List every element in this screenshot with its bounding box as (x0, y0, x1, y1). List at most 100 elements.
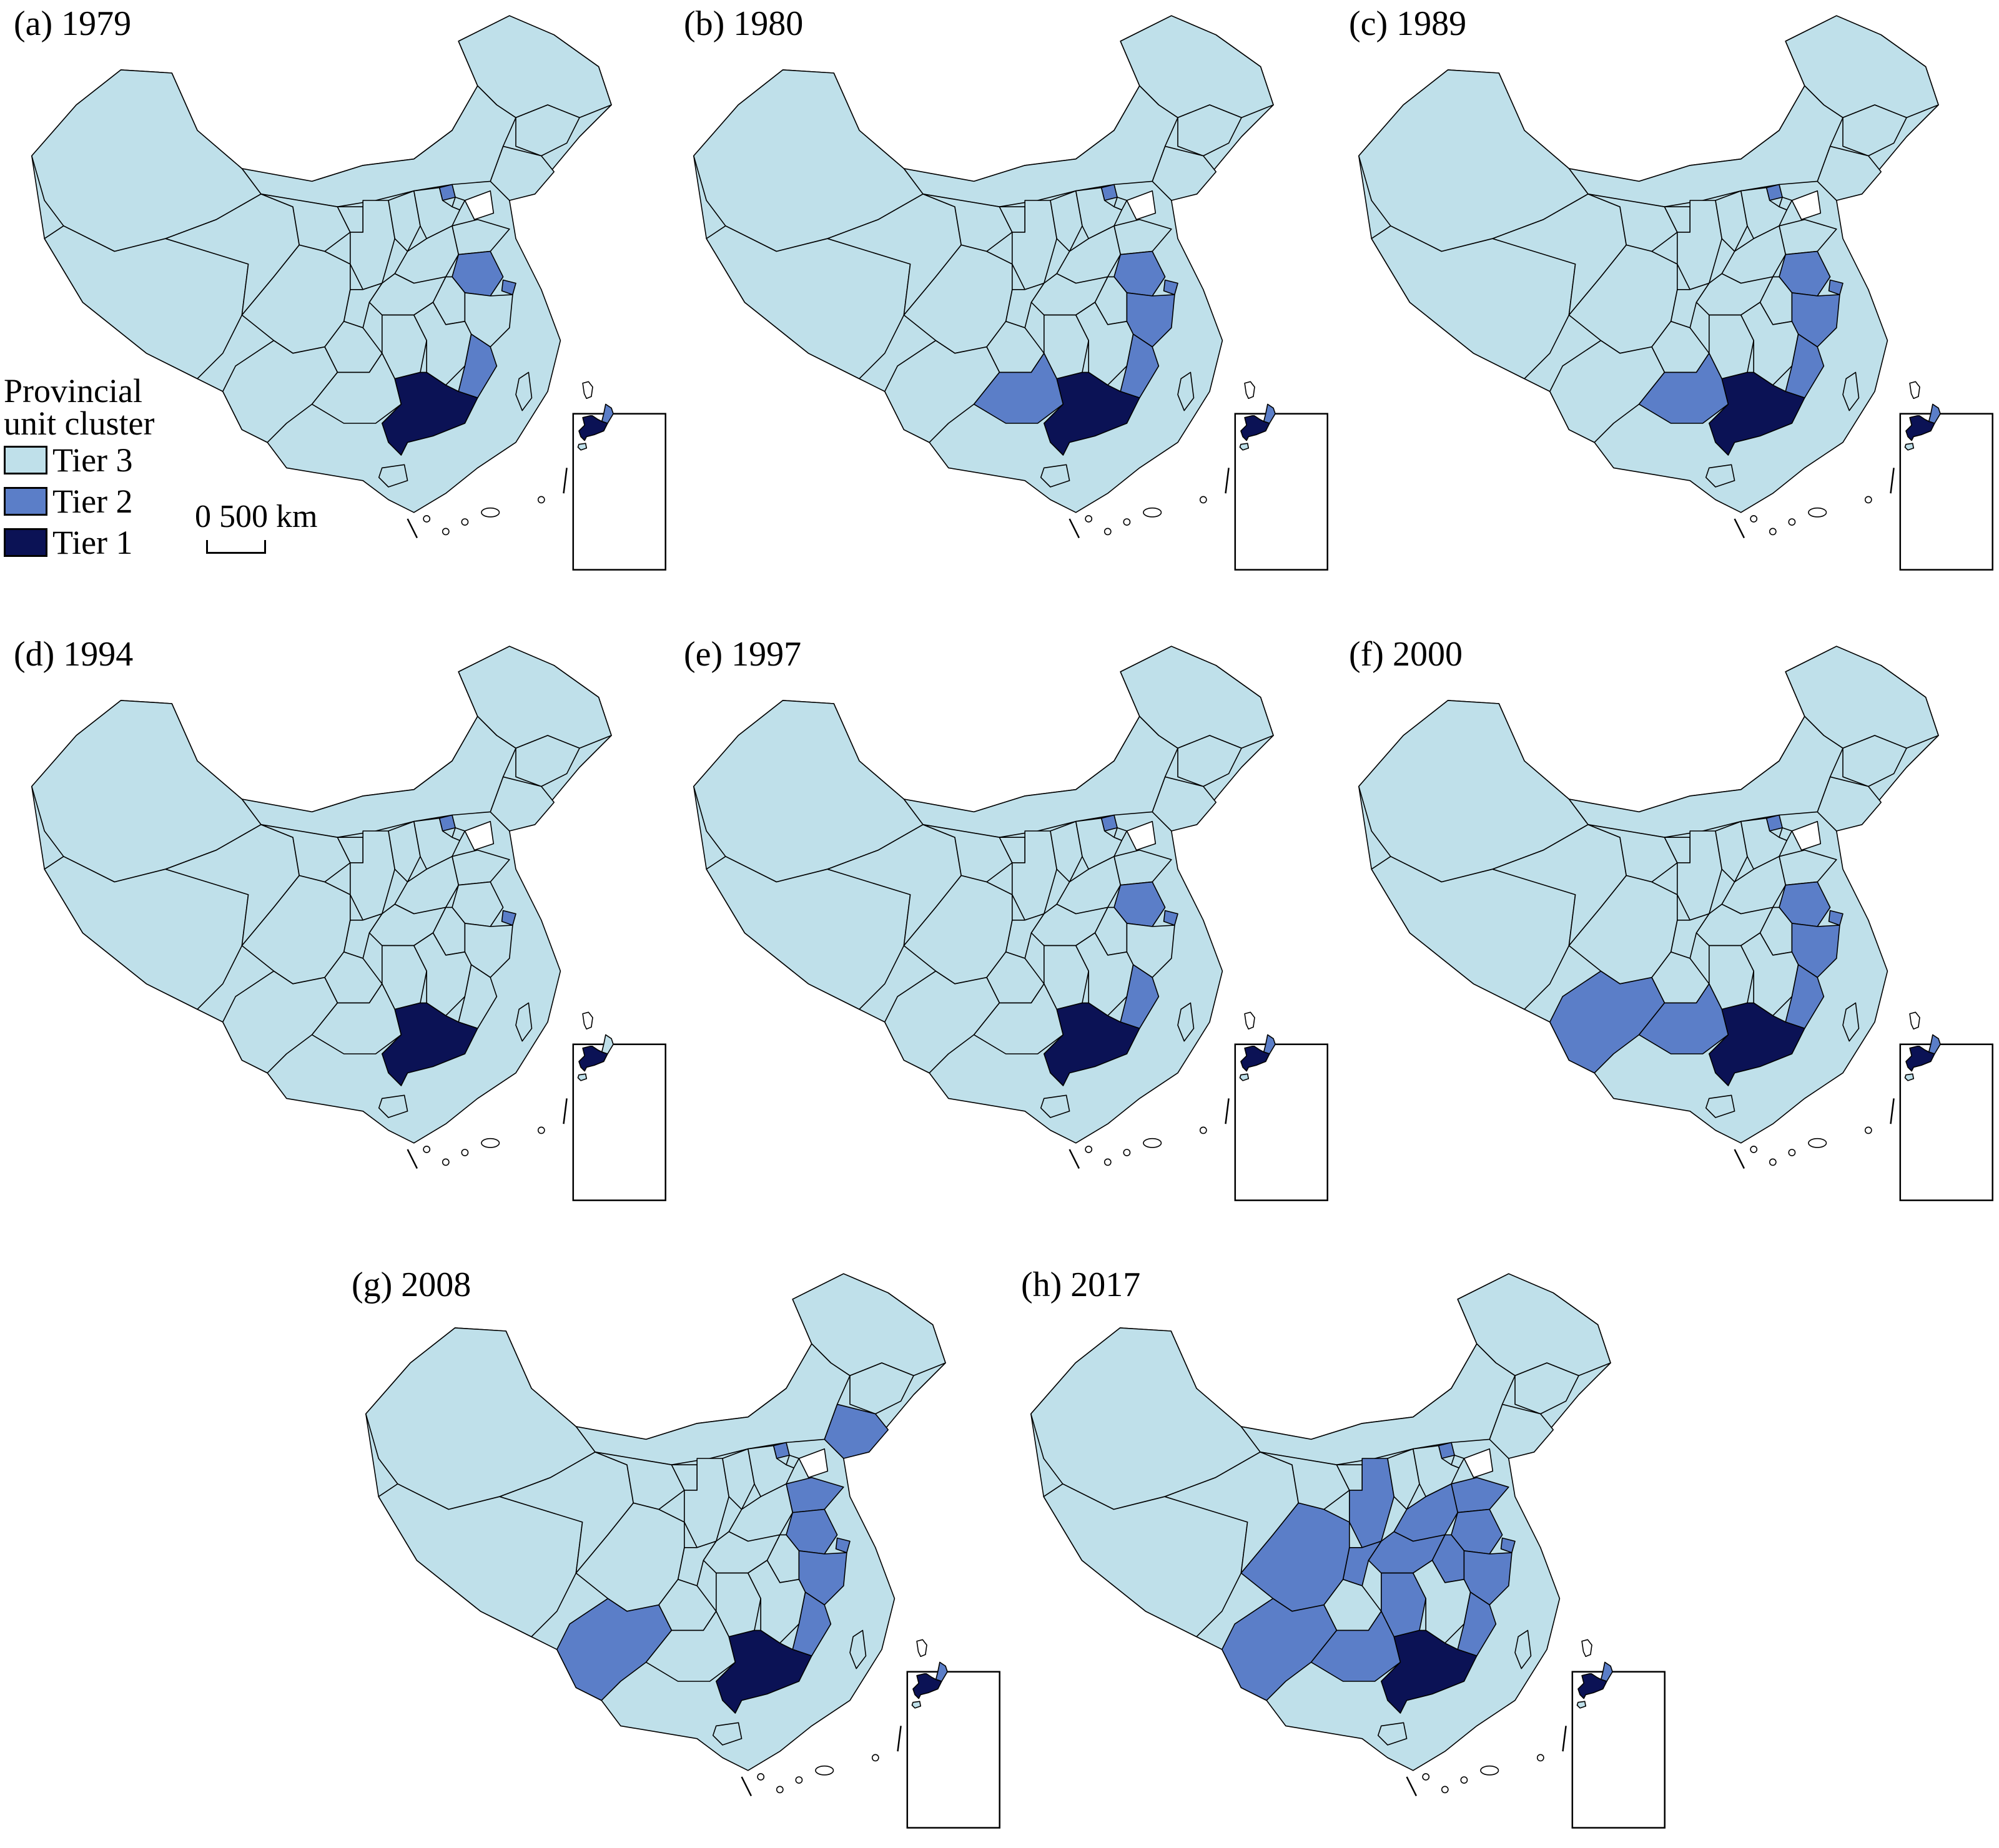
inset-guangdong (1905, 415, 1935, 441)
province-shanxi (1050, 190, 1083, 252)
province-jiangxi (413, 302, 472, 386)
province-gansu (922, 823, 1013, 883)
inset-hainan (1239, 443, 1250, 451)
island-mark (1808, 1138, 1827, 1148)
map-panel-c (1358, 15, 1993, 571)
inset-islands (1244, 381, 1255, 400)
island-mark (1460, 1776, 1468, 1784)
province-shanxi (388, 190, 421, 252)
inset-fujian (935, 1661, 948, 1682)
province-guangdong (381, 1002, 478, 1086)
province-shanxi (388, 820, 421, 883)
province-shanxi (1050, 820, 1083, 883)
province-shanxi (1387, 1448, 1420, 1510)
province-jilin (1177, 735, 1242, 787)
panel-title-g: (g) 2008 (352, 1266, 471, 1304)
province-hainan (1040, 464, 1070, 488)
inset-guangdong (578, 415, 608, 441)
boundary-dash (1734, 1149, 1745, 1169)
inset-frame (572, 413, 666, 571)
boundary-dash (897, 1726, 902, 1752)
province-hainan (378, 464, 408, 488)
province-yunnan (884, 970, 1000, 1074)
island-mark (757, 1773, 765, 1781)
island-mark (1199, 496, 1207, 504)
province-bohai (1791, 820, 1822, 851)
boundary-dash (1225, 468, 1230, 494)
province-gansu (922, 193, 1013, 252)
province-jilin (515, 104, 580, 157)
inset-guangdong (1240, 415, 1270, 441)
province-guangdong (381, 371, 478, 456)
province-gansu (260, 193, 351, 252)
island-mark (1085, 515, 1093, 523)
province-hainan (1705, 464, 1735, 488)
panel-title-f: (f) 2000 (1349, 635, 1463, 674)
province-jilin (849, 1362, 914, 1415)
legend-item-tier1: Tier 1 (4, 522, 154, 563)
island-mark (1123, 518, 1131, 526)
boundary-dash (1069, 1149, 1080, 1169)
inset-map (577, 381, 614, 451)
province-guangdong (1043, 371, 1140, 456)
province-hebei (1412, 1445, 1460, 1497)
boundary-dash (407, 518, 418, 539)
inset-guangdong (1577, 1673, 1607, 1699)
province-hebei (1075, 187, 1123, 239)
inset-hainan (911, 1701, 922, 1709)
inset-frame (906, 1671, 1000, 1829)
province-yunnan (1549, 970, 1666, 1074)
island-mark (871, 1754, 879, 1762)
panel-title-a: (a) 1979 (14, 4, 132, 43)
province-jiangxi (1740, 302, 1799, 386)
inset-guangdong (578, 1045, 608, 1072)
panel-title-d: (d) 1994 (14, 635, 134, 674)
inset-guangdong (1240, 1045, 1270, 1072)
inset-map (1576, 1639, 1613, 1709)
island-mark (423, 1146, 431, 1153)
province-bohai (1126, 820, 1157, 851)
inset-frame (1234, 1043, 1328, 1201)
province-bohai (1463, 1448, 1494, 1478)
legend-label-tier3: Tier 3 (52, 441, 133, 479)
island-mark (1123, 1149, 1131, 1156)
boundary-dash (1069, 518, 1080, 539)
province-hebei (413, 817, 461, 870)
inset-fujian (601, 1034, 614, 1054)
province-hainan (712, 1722, 743, 1746)
map-panel-g (365, 1273, 1000, 1829)
island-mark (1536, 1754, 1544, 1762)
legend-swatch-tier1 (4, 528, 47, 557)
province-hainan (1705, 1094, 1735, 1118)
scale-bar (206, 540, 266, 554)
island-mark (1085, 1146, 1093, 1153)
province-jiangxi (747, 1560, 806, 1644)
province-taiwan (1177, 371, 1195, 411)
province-yunnan (1549, 340, 1666, 443)
panel-title-c: (c) 1989 (1349, 4, 1467, 43)
island-mark (1769, 1158, 1777, 1166)
province-guangdong (1043, 1002, 1140, 1086)
legend-title-line2: unit cluster (4, 405, 155, 442)
legend-item-tier3: Tier 3 (4, 440, 154, 481)
inset-hainan (1576, 1701, 1587, 1709)
inset-map (1904, 381, 1941, 451)
island-mark (795, 1776, 803, 1784)
island-mark (1750, 515, 1758, 523)
province-jilin (515, 735, 580, 787)
inset-hainan (577, 443, 588, 451)
island-mark (1441, 1786, 1449, 1794)
boundary-dash (407, 1149, 418, 1169)
island-mark (1788, 518, 1796, 526)
island-mark (481, 507, 500, 518)
island-mark (481, 1138, 500, 1148)
province-yunnan (556, 1598, 673, 1701)
province-bohai (464, 820, 495, 851)
province-taiwan (515, 1002, 533, 1042)
island-mark (537, 1126, 545, 1134)
boundary-dash (1734, 518, 1745, 539)
scale-label: 0 500 km (195, 499, 318, 534)
province-hainan (378, 1094, 408, 1118)
island-mark (1143, 507, 1162, 518)
inset-islands (582, 1011, 593, 1030)
